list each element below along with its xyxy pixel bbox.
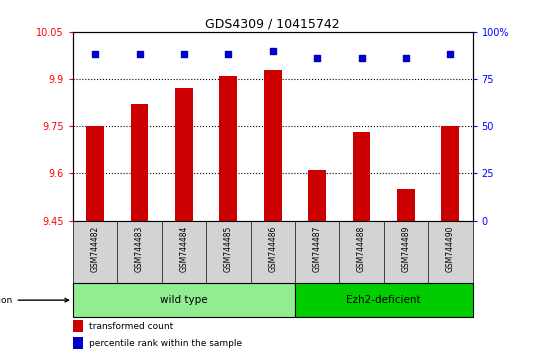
Bar [219, 76, 237, 221]
Bar [353, 132, 370, 221]
Point [402, 56, 410, 61]
Text: percentile rank within the sample: percentile rank within the sample [89, 338, 242, 348]
Bar [441, 126, 459, 221]
Bar [308, 170, 326, 221]
Text: wild type: wild type [160, 295, 208, 305]
Point [91, 52, 99, 57]
Point [268, 48, 277, 53]
Bar [86, 126, 104, 221]
Text: GSM744482: GSM744482 [91, 225, 99, 272]
Bar [295, 284, 472, 317]
Text: GSM744489: GSM744489 [401, 225, 410, 272]
Bar [73, 337, 83, 349]
Text: GSM744487: GSM744487 [313, 225, 322, 272]
Text: Ezh2-deficient: Ezh2-deficient [346, 295, 421, 305]
Point [135, 52, 144, 57]
Text: GSM744488: GSM744488 [357, 225, 366, 272]
Text: transformed count: transformed count [89, 322, 173, 331]
Point [224, 52, 233, 57]
Point [180, 52, 188, 57]
Title: GDS4309 / 10415742: GDS4309 / 10415742 [205, 18, 340, 31]
Point [313, 56, 321, 61]
Text: GSM744490: GSM744490 [446, 225, 455, 272]
Bar [73, 284, 295, 317]
Bar [264, 70, 281, 221]
Bar [397, 189, 415, 221]
Bar [73, 320, 83, 332]
Text: GSM744483: GSM744483 [135, 225, 144, 272]
Point [357, 56, 366, 61]
Bar [131, 104, 149, 221]
Point [446, 52, 455, 57]
Bar [175, 88, 193, 221]
Text: GSM744484: GSM744484 [179, 225, 188, 272]
Text: genotype/variation: genotype/variation [0, 296, 69, 305]
Text: GSM744486: GSM744486 [268, 225, 277, 272]
Text: GSM744485: GSM744485 [224, 225, 233, 272]
